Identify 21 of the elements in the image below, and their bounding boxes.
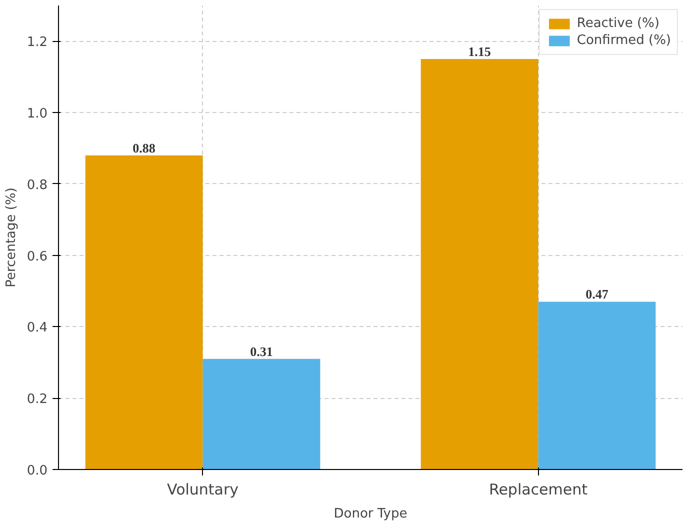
y-tick-label: 0.8 [26, 178, 48, 193]
y-tick-label: 0.6 [26, 249, 48, 264]
bar [85, 155, 203, 470]
data-label: 0.47 [586, 286, 609, 302]
bar [202, 358, 320, 470]
data-label: 1.15 [468, 44, 492, 60]
x-tick-label: Replacement [488, 480, 588, 498]
bar [420, 59, 538, 470]
y-tick-label: 1.0 [26, 106, 48, 122]
y-tick-label: 0.2 [26, 392, 48, 408]
x-tick-label: Voluntary [166, 480, 239, 498]
data-label: 0.31 [250, 344, 273, 359]
x-axis-title: Donor Type [334, 506, 408, 522]
y-tick-label: 0.4 [26, 320, 48, 336]
data-label: 0.88 [132, 140, 156, 156]
y-tick-label: 1.2 [26, 35, 48, 50]
legend-label: Confirmed (%) [576, 33, 671, 48]
y-tick-label: 0.0 [26, 464, 48, 478]
bar [538, 302, 656, 470]
legend-label: Reactive (%) [576, 16, 660, 31]
y-axis-title: Percentage (%) [4, 188, 19, 288]
